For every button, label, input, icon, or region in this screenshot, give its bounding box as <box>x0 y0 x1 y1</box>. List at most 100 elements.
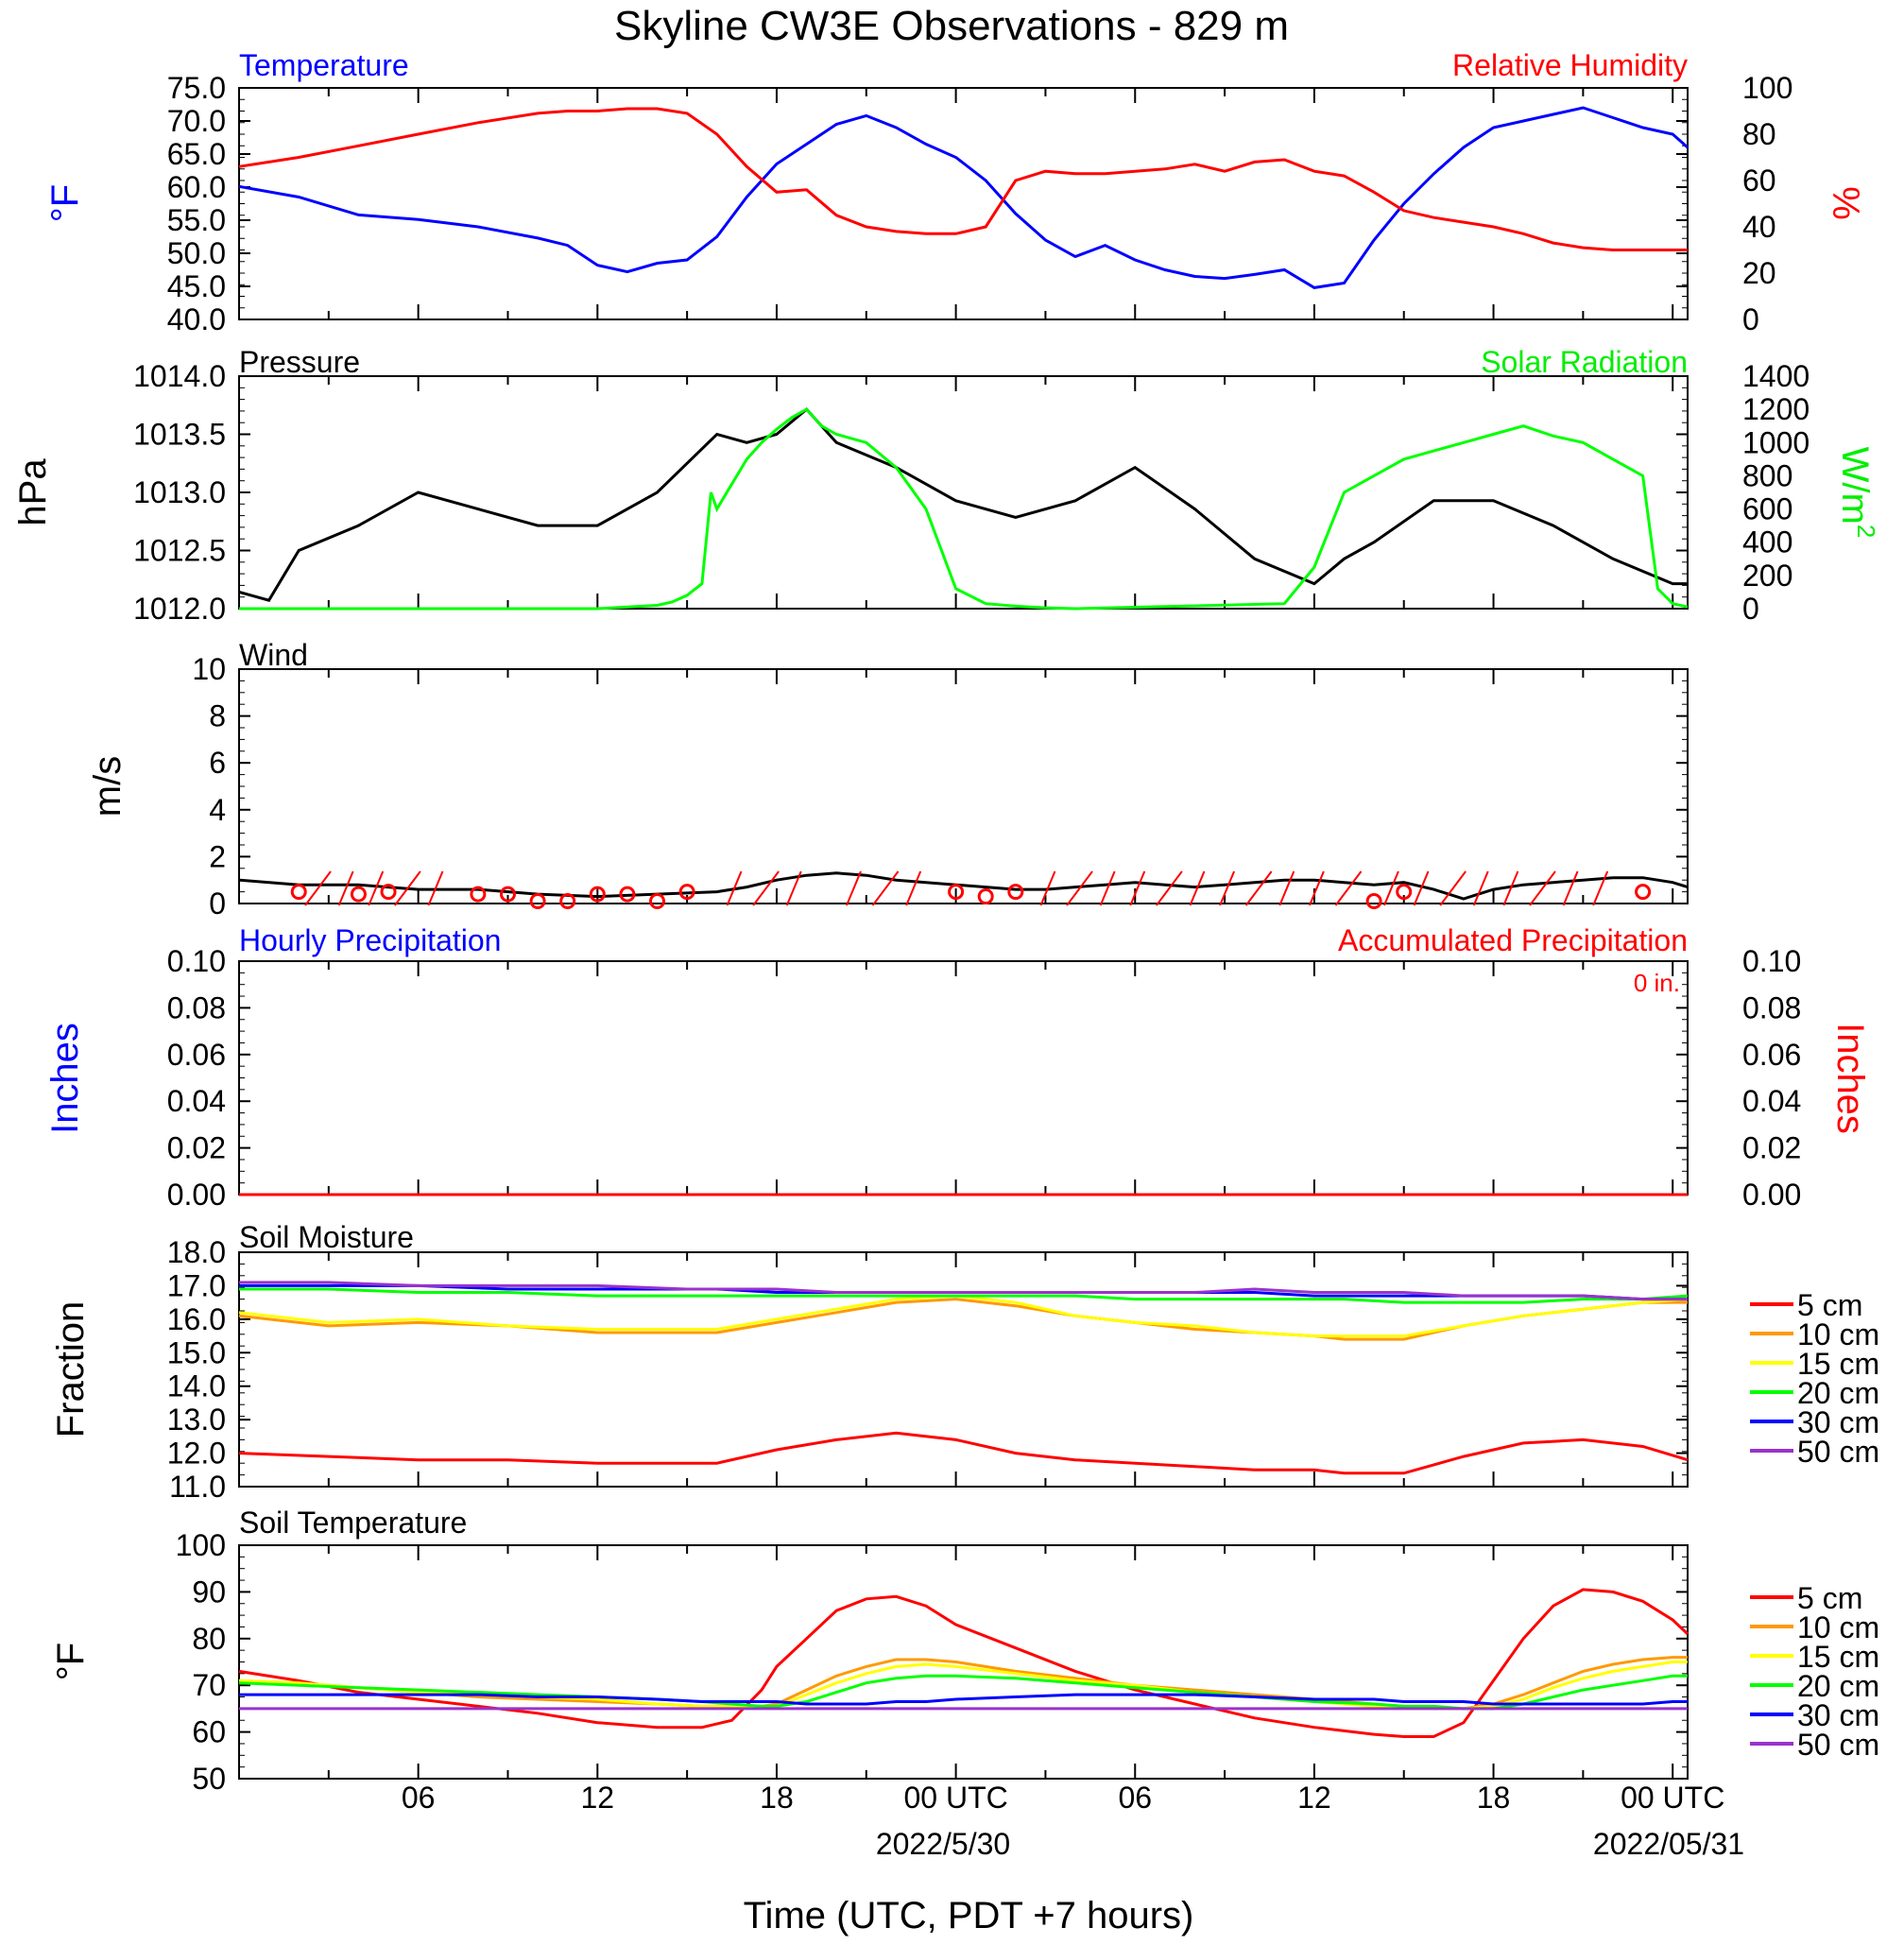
wind-barb <box>1308 870 1325 906</box>
series-line <box>238 1431 1689 1475</box>
right-tick-labels: 100 80 60 40 20 0 <box>1742 71 1793 336</box>
y-tick-label: 0.10 <box>167 944 226 978</box>
wind-barb <box>1529 870 1556 906</box>
wind-barb <box>1278 870 1295 906</box>
series-line <box>239 407 1689 611</box>
y-tick-label: 200 <box>1742 559 1793 593</box>
calm-wind-marker <box>350 886 367 903</box>
y-tick-label: 55.0 <box>167 203 226 237</box>
legend-label: 20 cm <box>1797 1669 1879 1703</box>
y-tick-label: 2 <box>209 839 226 873</box>
wind-barb <box>905 870 922 906</box>
y-tick-label: 13.0 <box>167 1403 226 1437</box>
wind-barb <box>1562 870 1579 906</box>
left-axis-unit: hPa <box>12 458 54 526</box>
y-tick-label: 18.0 <box>167 1235 226 1269</box>
calm-wind-marker <box>948 884 965 901</box>
y-tick-label: 0 <box>209 886 226 921</box>
date-label: 2022/5/30 <box>876 1827 1010 1861</box>
wind-barb <box>1502 870 1519 906</box>
calm-wind-marker <box>649 893 666 910</box>
right-tick-labels: 0.10 0.08 0.06 0.04 0.02 0.00 <box>1742 944 1801 1212</box>
series-line <box>238 106 1689 289</box>
y-tick-label: 600 <box>1742 492 1793 526</box>
panel-soil-moisture: Soil Moisture Fraction 18.017.016.015.01… <box>50 1220 1879 1504</box>
series-line <box>238 871 1689 901</box>
legend-label: 15 cm <box>1797 1347 1879 1381</box>
y-tick-label: 75.0 <box>167 71 226 105</box>
wind-barb <box>1099 870 1116 906</box>
x-tick-label: 00 UTC <box>1621 1781 1724 1815</box>
left-tick-labels: 18.017.016.015.014.013.012.011.0 <box>167 1235 1688 1504</box>
calm-wind-marker <box>380 884 397 901</box>
legend-label: 10 cm <box>1797 1610 1879 1644</box>
left-tick-labels: 75.070.065.060.055.050.045.040.0 <box>167 71 1688 336</box>
wind-barb <box>1129 870 1146 906</box>
calm-wind-marker <box>529 893 546 910</box>
left-tick-labels: 0.10 0.08 0.06 0.04 0.02 0.00 <box>167 944 1688 1212</box>
series-line <box>238 1298 1688 1341</box>
wind-barb <box>1439 870 1467 906</box>
wind-barb <box>394 870 421 906</box>
series-line <box>239 1281 1688 1301</box>
y-tick-label: 90 <box>192 1575 226 1609</box>
y-tick-label: 0.02 <box>167 1131 226 1165</box>
y-tick-label: 0.06 <box>167 1038 226 1072</box>
wind-barb <box>1334 870 1363 906</box>
wind-barb <box>1244 870 1273 906</box>
y-tick-label: 12.0 <box>167 1437 226 1471</box>
y-tick-label: 0.04 <box>167 1084 226 1118</box>
panel-title: Wind <box>239 638 308 672</box>
calm-wind-marker <box>977 888 994 905</box>
y-tick-label: 15.0 <box>167 1335 226 1369</box>
x-tick-label: 18 <box>1477 1781 1511 1815</box>
right-axis-unit-superscript: 2 <box>1852 525 1880 538</box>
y-tick-label: 0.04 <box>1742 1084 1801 1118</box>
y-tick-label: 40.0 <box>167 302 226 336</box>
y-tick-label: 60.0 <box>167 170 226 204</box>
panel-wind: Wind m/s 10 8 6 4 2 0 <box>87 638 1689 921</box>
y-tick-label: 1012.5 <box>133 534 226 568</box>
x-tick-label: 06 <box>1118 1781 1152 1815</box>
panel-pressure-solar: Pressure Solar Radiation hPa W/m2 1014.0… <box>12 345 1880 626</box>
wind-barb <box>1039 870 1056 906</box>
wind-barb <box>1382 870 1399 906</box>
y-tick-label: 0 <box>1742 592 1759 626</box>
y-tick-label: 17.0 <box>167 1268 226 1302</box>
calm-wind-marker <box>589 886 606 903</box>
series-line <box>239 1693 1688 1706</box>
series-line <box>239 1287 1689 1304</box>
wind-barb <box>1156 870 1183 906</box>
calm-wind-marker <box>1396 884 1413 901</box>
legend-label: 5 cm <box>1797 1581 1862 1615</box>
y-tick-label: 11.0 <box>169 1470 226 1504</box>
y-tick-label: 50.0 <box>167 236 226 270</box>
x-axis-title: Time (UTC, PDT +7 hours) <box>744 1895 1194 1936</box>
panel-title: Soil Moisture <box>239 1220 414 1254</box>
series-line <box>238 1656 1688 1711</box>
y-tick-label: 100 <box>176 1528 226 1562</box>
series-layer <box>238 88 1689 319</box>
y-tick-label: 70 <box>192 1668 226 1702</box>
y-tick-label: 10 <box>192 652 226 686</box>
x-tick-label: 06 <box>402 1781 436 1815</box>
y-tick-label: 1013.5 <box>133 418 226 452</box>
wind-barb <box>1413 870 1430 906</box>
y-tick-label: 0.08 <box>1742 990 1801 1024</box>
y-tick-label: 1000 <box>1742 425 1810 459</box>
wind-barb <box>1592 870 1609 906</box>
y-tick-label: 50 <box>192 1762 226 1796</box>
calm-wind-marker <box>559 893 576 910</box>
right-axis-unit: % <box>1825 186 1866 220</box>
y-tick-label: 1014.0 <box>133 359 226 393</box>
series-line <box>238 1294 1689 1338</box>
wind-barb <box>1472 870 1489 906</box>
x-tick-label: 18 <box>760 1781 794 1815</box>
legend-label: 10 cm <box>1797 1317 1879 1351</box>
wind-barb <box>1189 870 1206 906</box>
panel-left-title: Pressure <box>239 345 360 379</box>
right-axis-unit: W/m2 <box>1834 447 1880 539</box>
x-tick-label: 12 <box>1297 1781 1331 1815</box>
